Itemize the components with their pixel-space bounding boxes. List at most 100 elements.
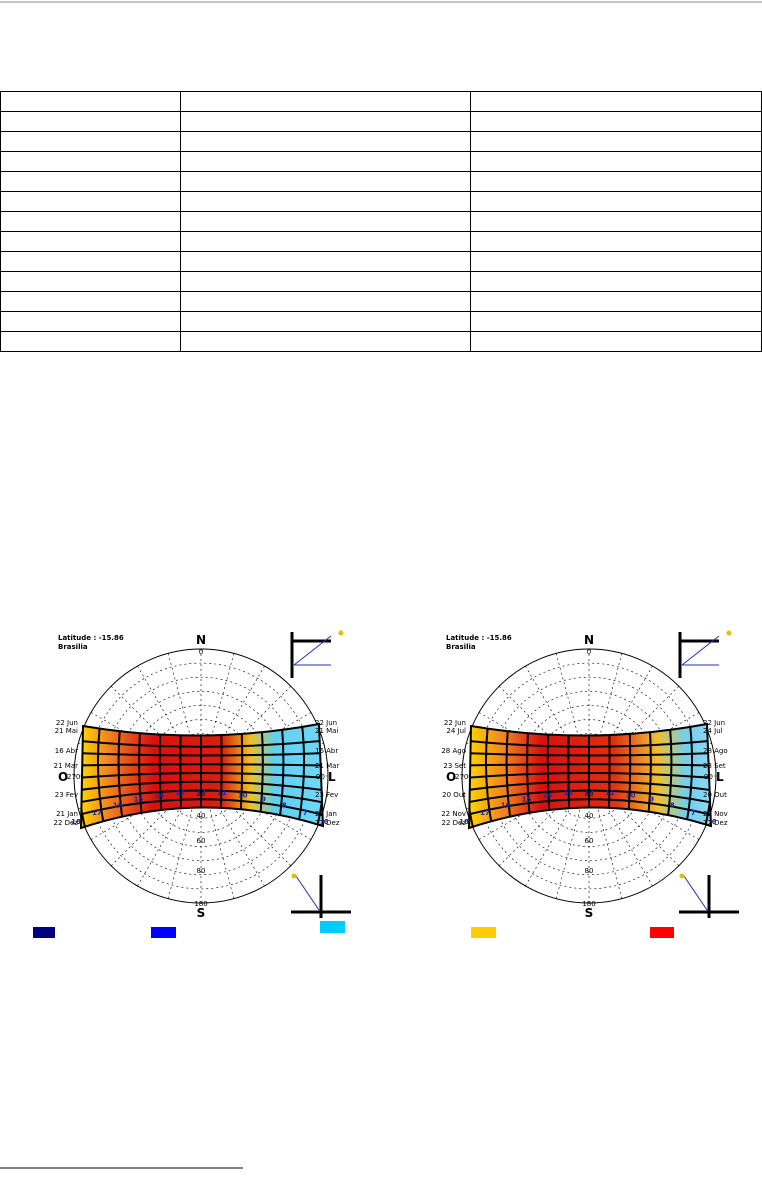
hour-label: 15 xyxy=(134,796,144,804)
altitude-label: 80 xyxy=(197,867,206,875)
hour-label: 13 xyxy=(175,789,185,797)
legend-swatch xyxy=(320,921,345,933)
date-label: 28 Ago xyxy=(441,747,466,755)
hour-label: 18 xyxy=(71,818,81,826)
date-label: 23 Fev xyxy=(315,791,338,799)
diagram-label: N xyxy=(196,633,206,647)
diagram-label: 0 xyxy=(199,648,203,656)
icon-sun xyxy=(679,873,685,879)
diagram-label: S xyxy=(585,906,594,920)
date-label: 20 Out xyxy=(442,791,466,799)
date-label: 22 Nov xyxy=(441,810,466,818)
legend-swatch xyxy=(471,927,496,938)
diagram-label: O xyxy=(58,770,68,784)
hour-line xyxy=(81,724,88,828)
shading-icon xyxy=(290,630,351,918)
hour-label: 9 xyxy=(261,796,266,804)
date-label: 22 Nov xyxy=(703,810,728,818)
hour-label: 15 xyxy=(522,796,532,804)
hour-label: 12 xyxy=(584,788,594,796)
diagram-label: L xyxy=(716,770,724,784)
icon-line xyxy=(683,875,708,911)
legend-swatch xyxy=(33,927,55,938)
date-label: 23 Fev xyxy=(55,791,78,799)
diagram-label: 90 xyxy=(316,773,325,781)
date-label: 23 Set xyxy=(703,762,726,770)
date-label: 22 Dez xyxy=(703,819,728,827)
date-label: 22 Jun xyxy=(444,719,466,727)
date-label: 23 Set xyxy=(443,762,466,770)
hour-label: 10 xyxy=(626,791,636,799)
latitude-label: Latitude : -15.86 xyxy=(58,634,124,642)
date-label: 22 Dez xyxy=(315,819,340,827)
date-label: 21 Mai xyxy=(315,727,338,735)
altitude-label: 60 xyxy=(197,837,206,845)
date-label: 22 Dez xyxy=(53,819,78,827)
hour-label: 10 xyxy=(238,791,248,799)
hour-label: 17 xyxy=(480,809,490,817)
date-label: 24 Jul xyxy=(446,727,466,735)
date-label: 21 Mar xyxy=(54,762,78,770)
diagram-label: 180 xyxy=(194,900,207,908)
diagram-label: N xyxy=(584,633,594,647)
hour-label: 8 xyxy=(282,801,287,809)
date-label: 22 Jun xyxy=(315,719,337,727)
table-border xyxy=(0,91,762,352)
altitude-label: 20 xyxy=(585,790,594,798)
diagram-label: 90 xyxy=(704,773,713,781)
hour-label: 7 xyxy=(303,809,308,817)
hour-label: 17 xyxy=(92,809,102,817)
diagram-label: L xyxy=(328,770,336,784)
hour-label: 7 xyxy=(691,809,696,817)
altitude-label: 80 xyxy=(585,867,594,875)
hour-label: 9 xyxy=(649,796,654,804)
date-label: 16 Abr xyxy=(315,747,338,755)
diagram-label: 270 xyxy=(455,773,468,781)
date-label: 21 Jan xyxy=(315,810,337,818)
icon-line xyxy=(293,635,332,666)
latitude-label: Latitude : -15.86 xyxy=(446,634,512,642)
date-label: 28 Ago xyxy=(703,747,728,755)
date-label: 16 Abr xyxy=(55,747,78,755)
altitude-label: 40 xyxy=(197,812,206,820)
date-label: 21 Jan xyxy=(56,810,78,818)
altitude-label: 40 xyxy=(585,812,594,820)
date-label: 24 Jul xyxy=(703,727,723,735)
hour-label: 11 xyxy=(217,789,227,797)
hour-label: 12 xyxy=(196,788,206,796)
hour-label: 16 xyxy=(113,801,123,809)
diagram-label: 0 xyxy=(587,648,591,656)
legend-swatch xyxy=(151,927,176,938)
altitude-label: 20 xyxy=(197,790,206,798)
date-label: 20 Out xyxy=(703,791,727,799)
icon-sun xyxy=(291,873,297,879)
diagram-label: S xyxy=(197,906,206,920)
hour-label: 14 xyxy=(542,791,552,799)
diagram-label: 180 xyxy=(582,900,595,908)
hour-label: 14 xyxy=(154,791,164,799)
date-label: 21 Mai xyxy=(55,727,78,735)
hour-label: 11 xyxy=(605,789,615,797)
date-label: 22 Dez xyxy=(441,819,466,827)
hour-label: 13 xyxy=(563,789,573,797)
hour-label: 18 xyxy=(459,818,469,826)
icon-line xyxy=(295,875,320,911)
date-label: 21 Mar xyxy=(315,762,339,770)
icon-line xyxy=(681,635,720,666)
shading-icon xyxy=(678,630,739,918)
city-label: Brasilia xyxy=(58,643,88,651)
city-label: Brasilia xyxy=(446,643,476,651)
icon-sun xyxy=(338,630,344,636)
legend-swatch xyxy=(650,927,674,938)
icon-sun xyxy=(726,630,732,636)
altitude-label: 60 xyxy=(585,837,594,845)
table xyxy=(0,91,762,352)
date-label: 22 Jun xyxy=(56,719,78,727)
diagram-label: O xyxy=(446,770,456,784)
hour-label: 6 xyxy=(324,818,329,826)
